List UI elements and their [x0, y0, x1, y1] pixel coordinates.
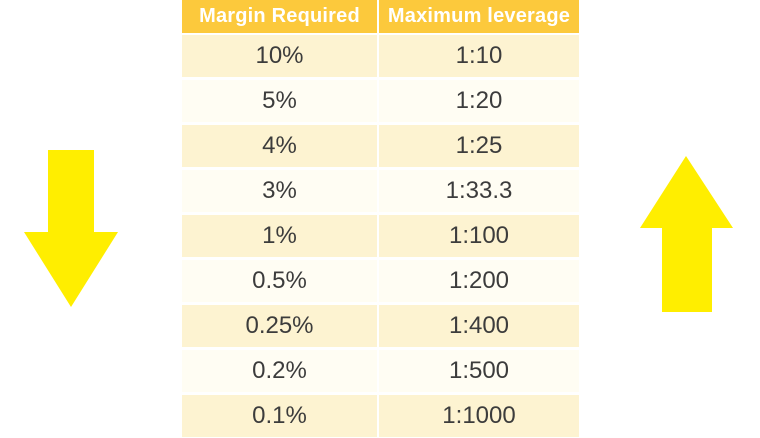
maximum-leverage-cell: 1:10	[379, 35, 579, 77]
margin-required-cell: 5%	[182, 80, 377, 122]
maximum-leverage-cell: 1:20	[379, 80, 579, 122]
margin-required-cell: 0.2%	[182, 350, 377, 392]
table-row: 0.2% 1:500	[182, 350, 579, 392]
table-row: 0.1% 1:1000	[182, 395, 579, 437]
header-margin-required: Margin Required	[182, 0, 377, 33]
maximum-leverage-cell: 1:25	[379, 125, 579, 167]
maximum-leverage-cell: 1:33.3	[379, 170, 579, 212]
maximum-leverage-cell: 1:200	[379, 260, 579, 302]
down-arrow-icon	[24, 150, 118, 307]
margin-required-cell: 0.1%	[182, 395, 377, 437]
up-arrow-icon	[640, 156, 733, 312]
table-row: 5% 1:20	[182, 80, 579, 122]
table-row: 3% 1:33.3	[182, 170, 579, 212]
maximum-leverage-cell: 1:1000	[379, 395, 579, 437]
table-header-row: Margin Required Maximum leverage	[182, 0, 579, 33]
margin-required-cell: 4%	[182, 125, 377, 167]
table-row: 1% 1:100	[182, 215, 579, 257]
table-row: 4% 1:25	[182, 125, 579, 167]
table-row: 0.5% 1:200	[182, 260, 579, 302]
margin-required-cell: 10%	[182, 35, 377, 77]
table-row: 0.25% 1:400	[182, 305, 579, 347]
margin-required-cell: 0.25%	[182, 305, 377, 347]
maximum-leverage-cell: 1:100	[379, 215, 579, 257]
maximum-leverage-cell: 1:400	[379, 305, 579, 347]
maximum-leverage-cell: 1:500	[379, 350, 579, 392]
margin-required-cell: 1%	[182, 215, 377, 257]
margin-required-cell: 0.5%	[182, 260, 377, 302]
leverage-table: Margin Required Maximum leverage 10% 1:10…	[182, 0, 579, 437]
margin-required-cell: 3%	[182, 170, 377, 212]
table-row: 10% 1:10	[182, 35, 579, 77]
table-body: 10% 1:10 5% 1:20 4% 1:25 3% 1:33.3 1% 1:100 0.5% 1:…	[182, 35, 579, 437]
header-maximum-leverage: Maximum leverage	[379, 0, 579, 33]
